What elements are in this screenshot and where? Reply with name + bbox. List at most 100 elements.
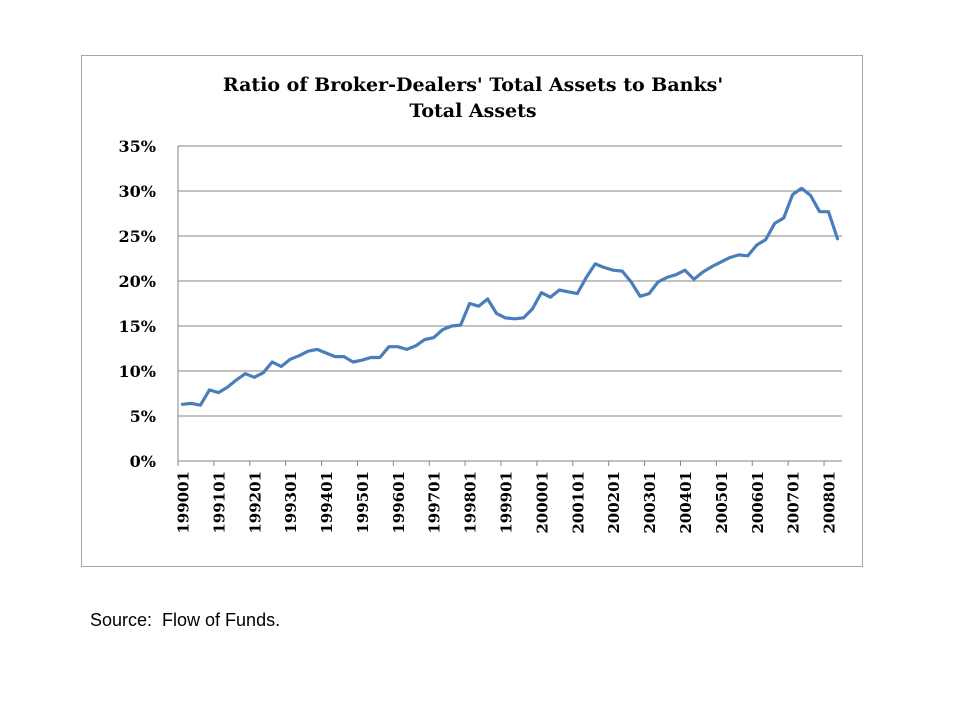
y-axis-ticks: 0% 5% 10% 15% 20% 25% 30% 35%: [119, 137, 156, 471]
chart-title-line-1: Ratio of Broker-Dealers' Total Assets to…: [223, 74, 723, 96]
data-point: [226, 386, 229, 389]
data-point: [459, 323, 462, 327]
data-point: [190, 402, 193, 405]
data-point: [603, 266, 606, 269]
data-point: [818, 210, 821, 213]
data-point: [315, 348, 319, 351]
data-point: [755, 243, 758, 247]
data-point: [683, 269, 687, 272]
data-point: [746, 254, 749, 257]
data-point: [468, 302, 471, 305]
x-tick-label: 200601: [749, 471, 767, 534]
x-tick-label: 199001: [174, 471, 192, 534]
x-tick-label: 199401: [318, 471, 336, 534]
data-point: [522, 316, 525, 320]
data-point: [342, 355, 346, 358]
data-point: [576, 292, 579, 295]
data-point: [333, 355, 337, 358]
data-point: [495, 312, 498, 315]
data-point: [549, 296, 552, 299]
data-point: [809, 194, 812, 197]
x-axis-ticks: 199001 199101 199201 199301 199401 199501 1996…: [174, 471, 838, 534]
data-point: [773, 222, 776, 225]
y-tick-label: 20%: [119, 272, 156, 291]
chart-frame: Ratio of Broker-Dealers' Total Assets to…: [81, 55, 863, 567]
data-point: [217, 391, 220, 394]
chart-svg: Ratio of Broker-Dealers' Total Assets to…: [119, 74, 842, 534]
chart-title-line-2: Total Assets: [409, 100, 536, 122]
data-point: [764, 238, 767, 241]
x-tick-label: 199901: [498, 471, 516, 534]
data-point: [585, 276, 588, 279]
series-layer: [180, 186, 840, 407]
data-point: [279, 365, 283, 368]
x-tick-label: 199801: [462, 471, 480, 534]
data-point: [782, 216, 785, 220]
data-point: [531, 307, 534, 311]
data-point: [199, 404, 202, 407]
y-tick-label: 35%: [119, 137, 156, 156]
x-tick-label: 200701: [785, 471, 803, 534]
data-point: [450, 324, 453, 328]
data-point: [262, 371, 265, 374]
data-point: [351, 360, 355, 364]
data-point: [567, 290, 570, 293]
y-tick-label: 10%: [119, 362, 156, 381]
x-tick-label: 200401: [677, 471, 695, 534]
data-point: [271, 360, 274, 364]
y-tick-label: 30%: [119, 182, 156, 201]
data-point: [253, 376, 256, 379]
x-tick-label: 199701: [426, 471, 444, 534]
data-point: [396, 345, 400, 348]
data-point: [620, 269, 624, 273]
axes: [177, 146, 842, 466]
data-point: [800, 187, 803, 190]
data-point: [477, 305, 480, 308]
x-tick-label: 200101: [569, 471, 587, 534]
x-tick-label: 200801: [821, 471, 839, 534]
y-tick-label: 25%: [119, 227, 156, 246]
x-tick-label: 200501: [713, 471, 731, 534]
data-point: [540, 291, 543, 294]
data-point: [827, 210, 830, 213]
gridlines: [178, 145, 842, 417]
data-point: [513, 317, 516, 320]
data-point: [306, 350, 310, 353]
data-point: [647, 292, 651, 295]
data-point: [719, 260, 723, 264]
data-point: [701, 270, 705, 274]
data-point: [558, 288, 561, 292]
data-point: [423, 338, 426, 341]
data-point: [297, 354, 301, 357]
y-tick-label: 0%: [130, 452, 156, 471]
data-point: [665, 276, 669, 279]
data-point: [208, 388, 211, 392]
data-point: [710, 265, 714, 268]
data-point: [791, 193, 794, 196]
data-point: [728, 256, 732, 259]
data-point: [629, 280, 633, 284]
data-point: [378, 356, 382, 359]
data-point: [387, 345, 391, 348]
data-point: [432, 336, 435, 339]
y-tick-label: 15%: [119, 317, 156, 336]
data-point: [674, 273, 678, 276]
data-point: [638, 295, 642, 298]
data-point: [441, 328, 444, 331]
x-tick-label: 199201: [246, 471, 264, 534]
data-point: [504, 316, 507, 320]
data-point: [288, 358, 292, 361]
x-tick-label: 200301: [641, 471, 659, 534]
source-note: Source: Flow of Funds.: [90, 610, 281, 630]
data-point: [181, 403, 184, 406]
x-tick-label: 200001: [533, 471, 551, 534]
x-tick-label: 199301: [282, 471, 300, 534]
data-point: [244, 372, 247, 375]
data-point: [594, 262, 597, 266]
data-point: [405, 348, 409, 351]
x-tick-label: 199101: [210, 471, 228, 534]
data-point: [369, 356, 373, 359]
data-point: [360, 359, 364, 362]
data-point: [692, 278, 696, 281]
y-tick-label: 5%: [130, 407, 156, 426]
